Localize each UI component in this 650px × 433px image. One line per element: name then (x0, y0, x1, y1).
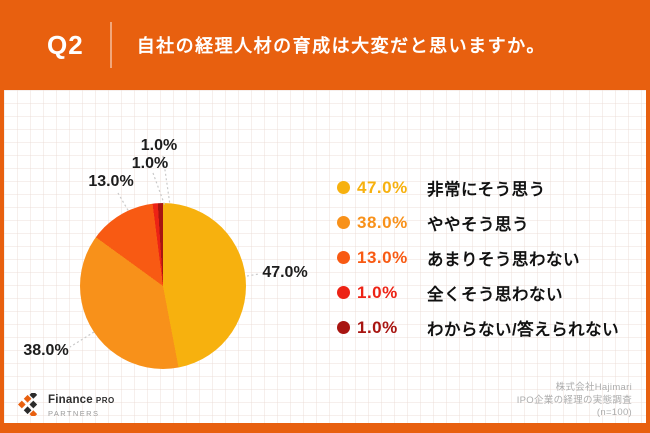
question-number: Q2 (47, 29, 84, 60)
legend-percent: 47.0% (357, 177, 408, 197)
credit-sample-size: (n=100) (596, 407, 632, 418)
legend-label: あまりそう思わない (427, 250, 580, 269)
legend-percent: 1.0% (357, 317, 398, 337)
legend-dot-icon (337, 286, 350, 299)
pie-value-label: 1.0% (131, 155, 169, 172)
legend-dot-icon (337, 216, 350, 229)
logo-suffix: PRO (95, 396, 115, 405)
logo-subname: PARTNERS (48, 408, 100, 418)
legend-dot-icon (337, 251, 350, 264)
legend-percent: 13.0% (357, 247, 408, 267)
legend-percent: 1.0% (357, 282, 398, 302)
legend-label: ややそう思う (427, 215, 529, 234)
company-logo: Finance PRO PARTNERS (18, 391, 115, 417)
pie-value-label: 47.0% (262, 264, 308, 281)
logo-text: Finance PRO PARTNERS (48, 391, 115, 417)
legend-dot-icon (337, 181, 350, 194)
legend-item: 13.0% あまりそう思わない (337, 247, 637, 269)
header-divider (109, 22, 112, 68)
legend-label: 非常にそう思う (427, 180, 546, 199)
legend-label: わからない/答えられない (427, 320, 620, 339)
legend-percent: 38.0% (357, 212, 408, 232)
pie-chart (80, 203, 246, 369)
credit-company: 株式会社Hajimari (555, 382, 632, 393)
pie-value-label: 13.0% (88, 173, 134, 190)
legend-item: 1.0% 全くそう思わない (337, 282, 637, 304)
legend-item: 47.0% 非常にそう思う (337, 177, 637, 199)
pie-value-label: 1.0% (140, 137, 178, 154)
logo-name: Finance (48, 394, 93, 406)
legend-label: 全くそう思わない (427, 285, 563, 304)
finance-pro-diamonds-icon (18, 392, 38, 416)
credit-survey: IPO企業の経理の実態調査 (516, 394, 632, 406)
pie-value-label: 38.0% (23, 342, 69, 359)
legend-item: 38.0% ややそう思う (337, 212, 637, 234)
legend-dot-icon (337, 321, 350, 334)
legend-item: 1.0% わからない/答えられない (337, 317, 637, 339)
chart-legend: 47.0% 非常にそう思う 38.0% ややそう思う 13.0% あまりそう思わ… (337, 178, 637, 353)
question-header: Q2 自社の経理人材の育成は大変だと思いますか。 (0, 0, 650, 90)
page-title: 自社の経理人材の育成は大変だと思いますか。 (136, 36, 546, 56)
survey-credit: 株式会社Hajimari IPO企業の経理の実態調査 (n=100) (517, 382, 632, 420)
